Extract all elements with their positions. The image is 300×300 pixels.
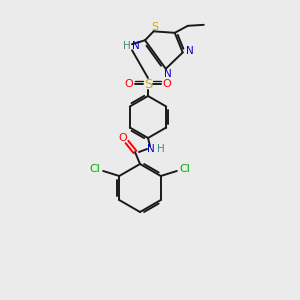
Text: N: N (147, 144, 155, 154)
Text: N: N (164, 69, 172, 79)
Text: H: H (157, 144, 165, 154)
Text: N: N (186, 46, 194, 56)
Text: Cl: Cl (179, 164, 190, 174)
Text: O: O (118, 133, 127, 143)
Text: Cl: Cl (90, 164, 101, 174)
Text: H: H (123, 41, 131, 51)
Text: S: S (151, 22, 158, 32)
Text: S: S (144, 77, 152, 91)
Text: O: O (124, 79, 134, 89)
Text: O: O (163, 79, 171, 89)
Text: N: N (132, 41, 140, 51)
